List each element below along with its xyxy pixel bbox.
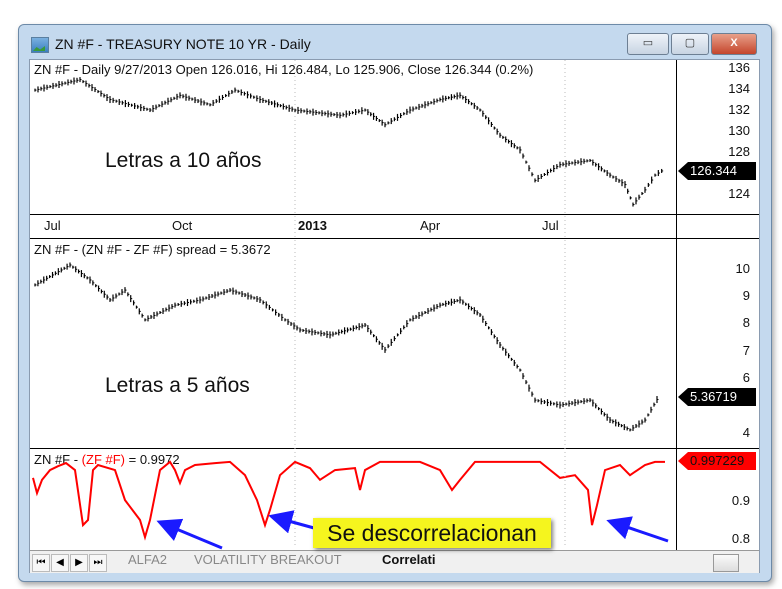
y-tick: 134: [728, 81, 750, 96]
date-tick: 2013: [298, 218, 327, 233]
callout-decorrelate: Se descorrelacionan: [313, 518, 551, 548]
tab-alfa2[interactable]: ALFA2: [128, 552, 168, 567]
y-tick: 0.9: [731, 493, 750, 508]
correlation-pane-header: ZN #F - (ZF #F) = 0.9972: [34, 452, 180, 467]
y-tick: 136: [728, 60, 750, 75]
tab-correlation[interactable]: Correlati: [382, 552, 436, 567]
annotation-10y: Letras a 10 años: [105, 149, 262, 172]
last-sheet-button[interactable]: ⏭: [89, 554, 107, 572]
horizontal-scrollbar-thumb[interactable]: [713, 554, 739, 572]
y-tick: 124: [728, 186, 750, 201]
y-tick: 130: [728, 123, 750, 138]
next-sheet-button[interactable]: ▶: [70, 554, 88, 572]
date-tick: Oct: [172, 218, 193, 233]
y-tick: 7: [742, 343, 750, 358]
title-bar[interactable]: ZN #F - TREASURY NOTE 10 YR - Daily ▭ ▢ …: [19, 25, 771, 59]
header-value: = 0.9972: [125, 452, 180, 467]
app-chart-icon: [31, 37, 49, 53]
tab-volatility-breakout[interactable]: VOLATILITY BREAKOUT: [194, 552, 342, 567]
prev-sheet-button[interactable]: ◀: [51, 554, 69, 572]
date-tick: Jul: [542, 218, 559, 233]
window-title: ZN #F - TREASURY NOTE 10 YR - Daily: [55, 36, 311, 52]
last-correlation-tag: 0.997229: [678, 452, 756, 470]
maximize-button[interactable]: ▢: [671, 33, 709, 55]
y-tick: 9: [742, 288, 750, 303]
y-tick: 0.8: [731, 531, 750, 546]
spread-pane[interactable]: ZN #F - (ZN #F - ZF #F) spread = 5.3672 …: [30, 239, 759, 449]
date-tick: Apr: [420, 218, 441, 233]
y-tick: 8: [742, 315, 750, 330]
date-axis: Jul Oct 2013 Apr Jul: [30, 215, 759, 239]
price-axis-line: [676, 60, 677, 550]
minimize-button[interactable]: ▭: [627, 33, 669, 55]
date-tick: Jul: [44, 218, 61, 233]
chart-area: ZN #F - Daily 9/27/2013 Open 126.016, Hi…: [29, 59, 760, 573]
y-tick: 132: [728, 102, 750, 117]
y-tick: 4: [742, 425, 750, 440]
first-sheet-button[interactable]: ⏮: [32, 554, 50, 572]
y-tick: 6: [742, 370, 750, 385]
sheet-tabs-bar: ⏮ ◀ ▶ ⏭ ALFA2 VOLATILITY BREAKOUT Correl…: [30, 550, 759, 573]
header-series: (ZF #F): [81, 452, 125, 467]
annotation-5y: Letras a 5 años: [105, 374, 250, 397]
close-button[interactable]: X: [711, 33, 757, 55]
last-price-tag: 126.344: [678, 162, 756, 180]
spread-pane-header: ZN #F - (ZN #F - ZF #F) spread = 5.3672: [34, 242, 271, 257]
y-tick: 10: [735, 261, 750, 276]
price-pane-header: ZN #F - Daily 9/27/2013 Open 126.016, Hi…: [34, 62, 534, 77]
price-pane[interactable]: ZN #F - Daily 9/27/2013 Open 126.016, Hi…: [30, 60, 759, 215]
header-prefix: ZN #F -: [34, 452, 82, 467]
chart-window: ZN #F - TREASURY NOTE 10 YR - Daily ▭ ▢ …: [18, 24, 772, 582]
last-spread-tag: 5.36719: [678, 388, 756, 406]
y-tick: 128: [728, 144, 750, 159]
